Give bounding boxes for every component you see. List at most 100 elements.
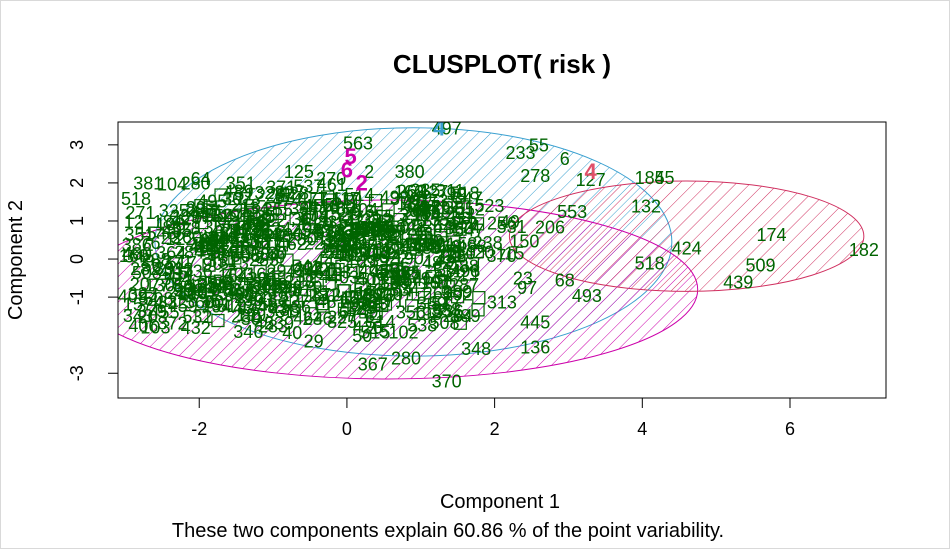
cloud-label: 363 [444, 219, 474, 239]
cloud-label: 141 [206, 278, 236, 298]
cloud-label: 389 [451, 306, 481, 326]
cloud-label: 554 [325, 243, 355, 263]
cloud-label: 80 [204, 292, 224, 312]
cloud-marker [463, 267, 477, 281]
cloud-label: 31 [341, 263, 361, 283]
cloud-label: 114 [165, 263, 194, 283]
cloud-marker [194, 199, 208, 213]
cloud-label: 17 [233, 213, 253, 233]
cloud-label: 483 [257, 298, 287, 318]
cloud-label: 537 [293, 177, 323, 197]
cloud-label: 407 [348, 219, 378, 239]
cloud-marker [340, 246, 354, 260]
cloud-marker [304, 229, 318, 243]
cloud-marker [407, 269, 421, 283]
cloud-label: 364 [156, 243, 186, 263]
cloud-label: 114 [327, 213, 356, 233]
cloud-label: 143 [424, 251, 454, 271]
cloud-label: 499 [380, 188, 410, 208]
cloud-marker [243, 233, 257, 247]
point-label: 497 [432, 118, 462, 138]
cloud-label: 358 [224, 285, 254, 305]
point-label: 132 [631, 196, 661, 216]
cloud-marker [426, 269, 440, 284]
cloud-marker [434, 274, 448, 288]
cloud-label: 279 [298, 203, 328, 223]
point-label: 311 [436, 181, 465, 201]
cloud-label: 122 [165, 229, 195, 249]
cloud-label: 410 [178, 284, 208, 304]
cloud-label: 280 [181, 174, 211, 194]
y-tick-label: 3 [67, 140, 87, 150]
cloud-marker [353, 313, 368, 327]
cloud-label: 239 [264, 313, 294, 333]
cluster-label: 4 [433, 115, 446, 140]
cloud-label: 333 [164, 260, 194, 280]
cloud-label: 42 [396, 263, 416, 283]
cloud-label: 263 [358, 294, 388, 314]
cloud-label: 517 [167, 253, 197, 273]
cloud-label: 278 [312, 259, 342, 279]
cloud-label: 509 [352, 220, 382, 240]
cloud-label: 471 [375, 291, 405, 311]
cloud-marker [207, 240, 221, 255]
cloud-label: 221 [304, 234, 334, 254]
cloud-marker [310, 192, 324, 207]
point-label: 278 [520, 166, 550, 186]
cloud-marker [433, 228, 447, 242]
cloud-label: 531 [497, 217, 527, 237]
cloud-label: 506 [362, 286, 392, 306]
cloud-label: 370 [366, 285, 396, 305]
cloud-label: 191 [319, 237, 349, 257]
cloud-label: 517 [431, 293, 461, 313]
cloud-label: 488 [449, 257, 479, 277]
cloud-marker [348, 247, 363, 261]
cloud-label: 62 [336, 199, 356, 219]
cloud-marker [328, 267, 342, 281]
cloud-label: 491 [201, 295, 231, 315]
cloud-label: 324 [217, 209, 247, 229]
cloud-marker [240, 207, 254, 221]
variability-note: These two components explain 60.86 % of … [172, 520, 724, 542]
cloud-marker [244, 205, 258, 219]
cloud-marker [202, 242, 216, 256]
cloud-marker [291, 264, 305, 278]
cloud-marker [434, 293, 448, 307]
cloud-label: 393 [243, 290, 273, 310]
cloud-label: 199 [236, 305, 266, 325]
y-tick-label: -3 [67, 365, 87, 381]
cloud-marker [273, 287, 288, 301]
cloud-label: 67 [339, 302, 359, 322]
cloud-label: 270 [316, 169, 346, 189]
point-label: 29 [304, 332, 324, 352]
cloud-marker [386, 252, 400, 266]
point-label: 45 [654, 168, 674, 188]
cloud-marker [337, 302, 352, 316]
cloud-marker [274, 238, 288, 252]
cloud-label: 356 [248, 295, 278, 315]
cloud-marker [302, 273, 316, 287]
cloud-label: 499 [332, 234, 362, 254]
ellipse-pink [508, 180, 865, 292]
cloud-label: 541 [291, 256, 321, 276]
cloud-label: 431 [210, 224, 240, 244]
cloud-label: 280 [231, 306, 261, 326]
cloud-label: 496 [371, 221, 401, 241]
cloud-marker [387, 230, 402, 244]
cloud-marker [339, 225, 353, 239]
cloud-label: 557 [223, 281, 253, 301]
point-label: 233 [505, 143, 535, 163]
cloud-label: 254 [291, 220, 321, 240]
cloud-label: 23 [513, 269, 533, 289]
cloud-label: 169 [119, 246, 149, 266]
cloud-label: 85 [401, 263, 421, 283]
point-label: 125 [284, 162, 314, 182]
cloud-label: 41 [403, 194, 423, 214]
point-label: 518 [635, 254, 665, 274]
cloud-marker [410, 195, 424, 209]
cloud-marker [202, 208, 216, 222]
cloud-label: 417 [411, 199, 441, 219]
cloud-label: 170 [356, 283, 386, 303]
cloud-label: 304 [161, 269, 191, 289]
